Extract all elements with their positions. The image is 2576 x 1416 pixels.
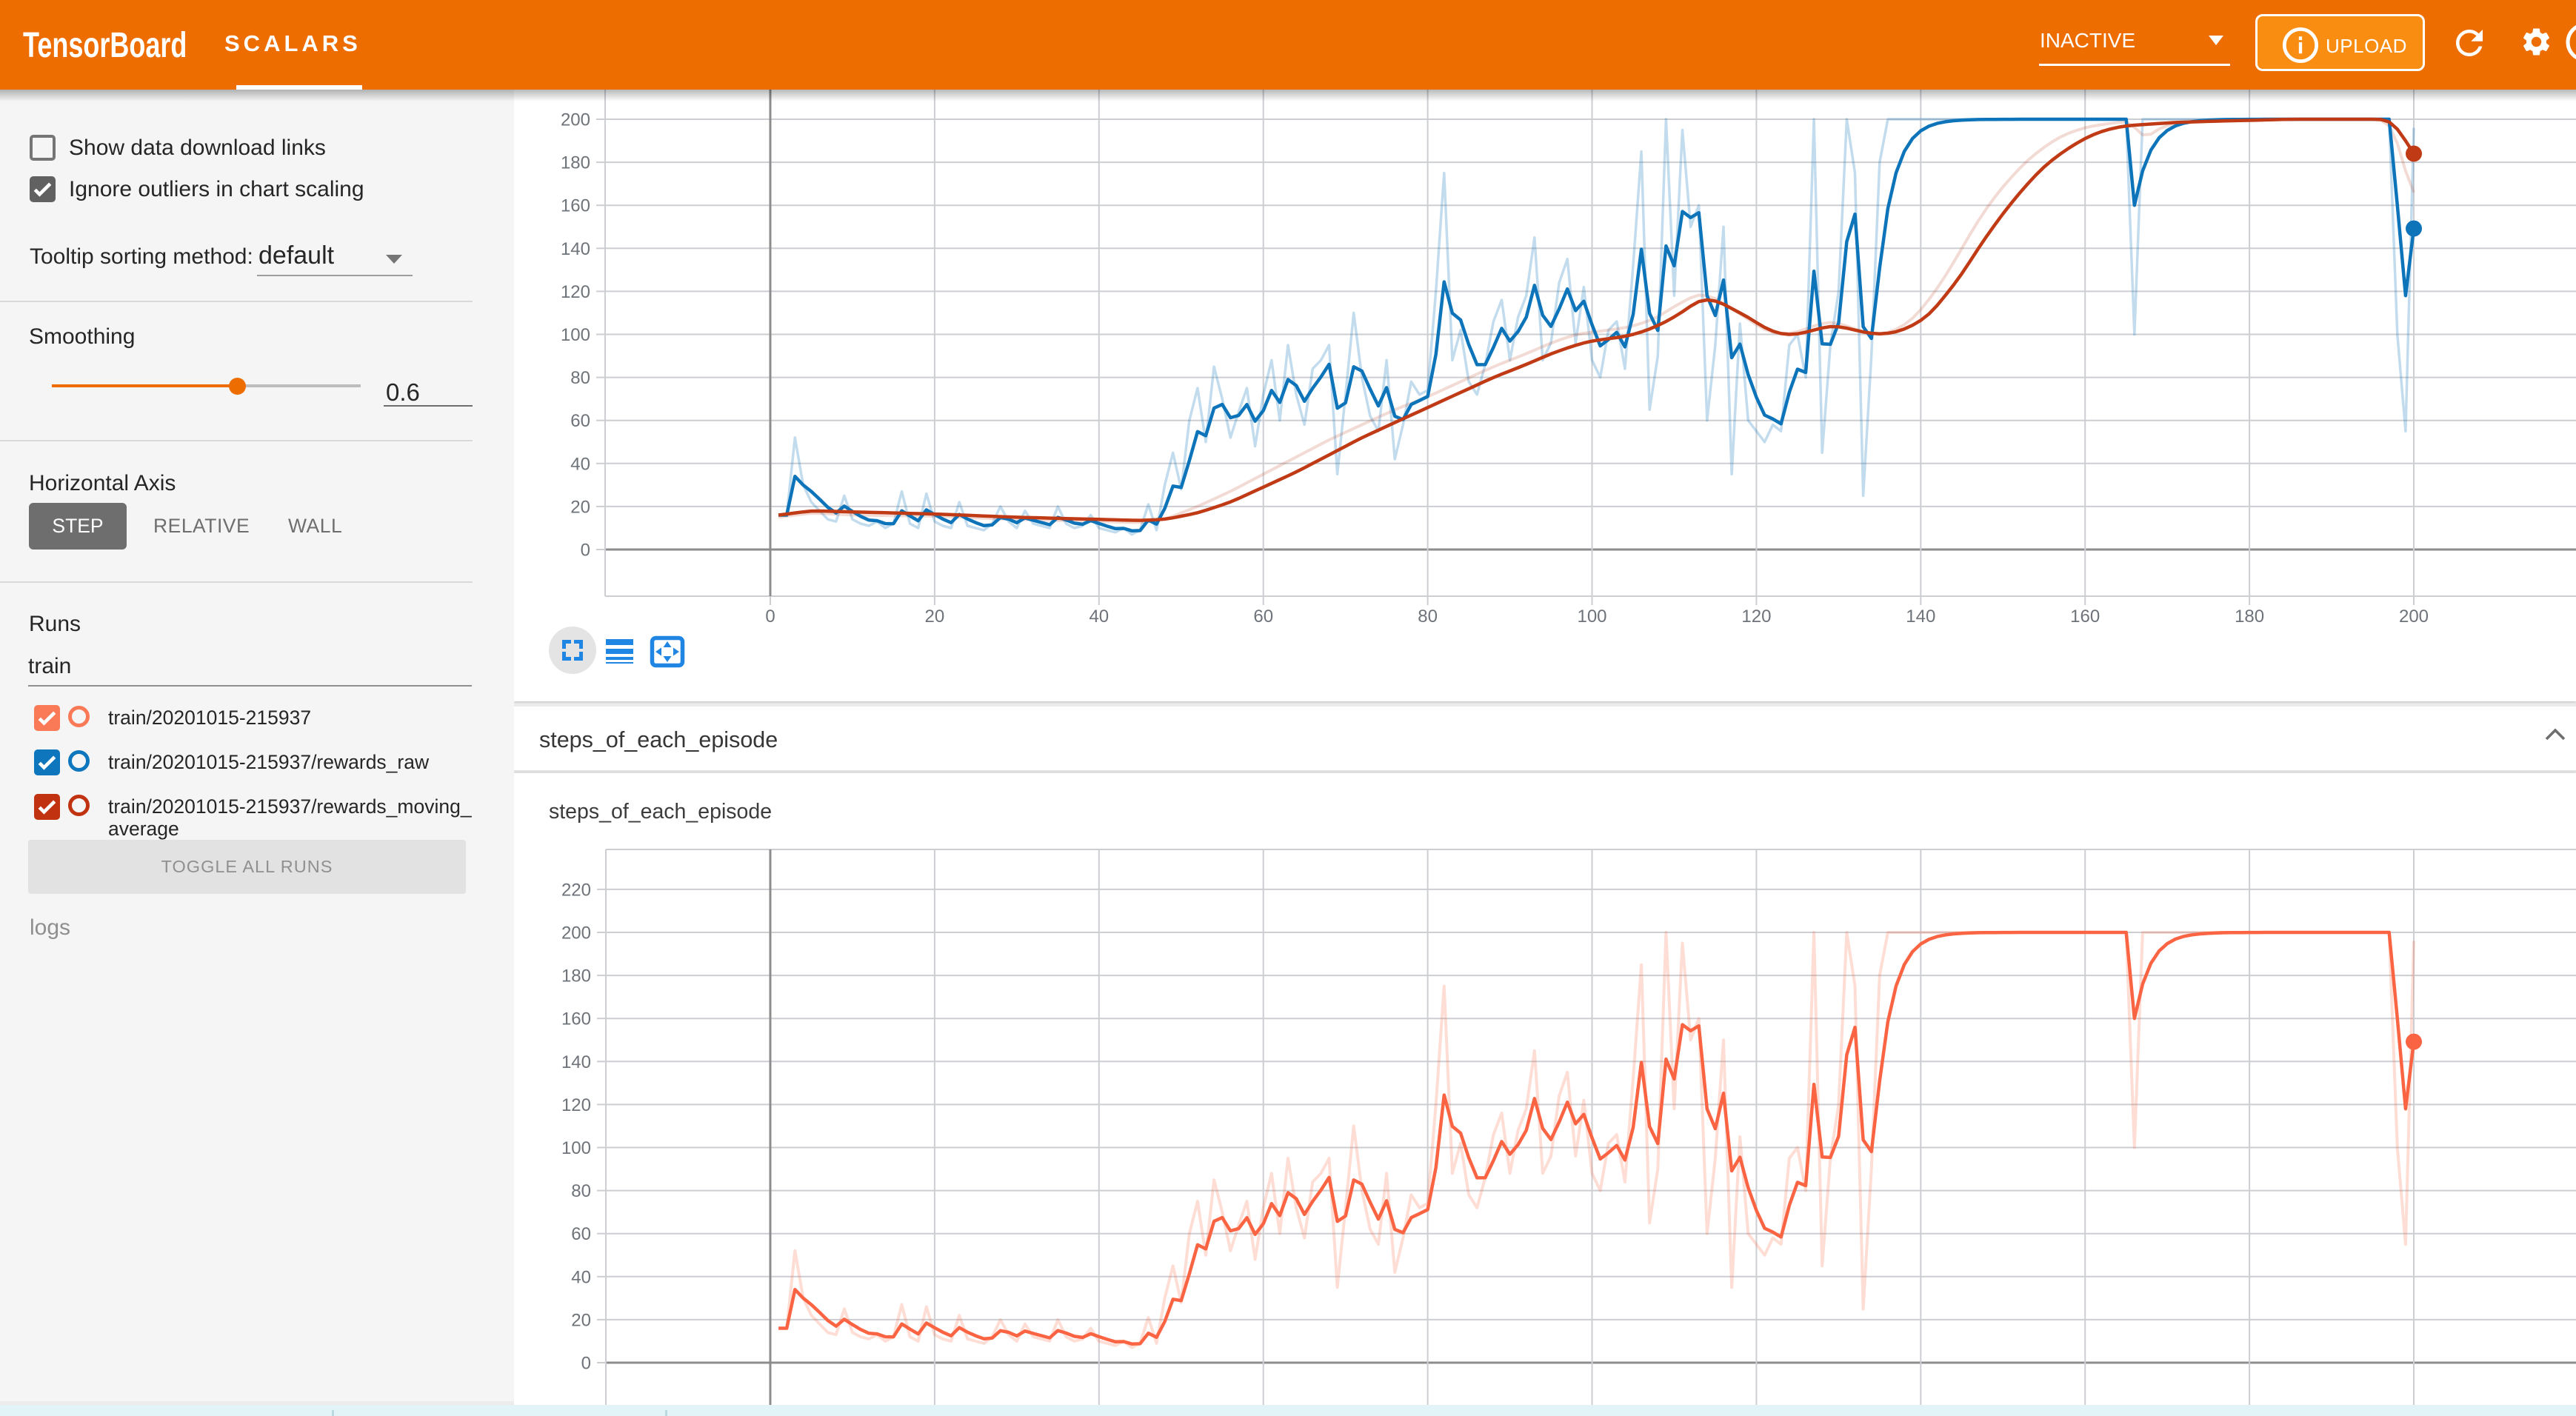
svg-text:160: 160 — [2070, 607, 2100, 627]
svg-text:160: 160 — [561, 1009, 591, 1029]
svg-text:160: 160 — [561, 196, 590, 216]
svg-text:120: 120 — [1741, 607, 1771, 627]
svg-text:steps_of_each_episode: steps_of_each_episode — [549, 800, 772, 824]
svg-text:20: 20 — [570, 497, 590, 517]
svg-text:40: 40 — [571, 1267, 591, 1287]
svg-text:0: 0 — [581, 541, 590, 561]
svg-text:40: 40 — [1089, 607, 1109, 627]
svg-text:0: 0 — [765, 607, 775, 627]
svg-text:100: 100 — [1577, 607, 1606, 627]
svg-text:180: 180 — [2235, 607, 2264, 627]
svg-text:120: 120 — [561, 282, 590, 302]
svg-text:100: 100 — [561, 1138, 591, 1158]
svg-text:80: 80 — [571, 1181, 591, 1201]
svg-text:60: 60 — [1253, 607, 1273, 627]
svg-text:120: 120 — [561, 1095, 591, 1115]
svg-text:180: 180 — [561, 966, 591, 986]
svg-text:200: 200 — [2399, 607, 2429, 627]
svg-text:80: 80 — [570, 368, 590, 388]
svg-text:60: 60 — [570, 411, 590, 431]
svg-text:20: 20 — [571, 1310, 591, 1330]
svg-text:60: 60 — [571, 1224, 591, 1244]
svg-text:140: 140 — [561, 239, 590, 259]
svg-text:80: 80 — [1418, 607, 1438, 627]
svg-text:100: 100 — [561, 325, 590, 345]
svg-text:200: 200 — [561, 924, 591, 944]
svg-text:0: 0 — [581, 1354, 591, 1374]
svg-text:180: 180 — [561, 153, 590, 173]
svg-text:20: 20 — [925, 607, 945, 627]
svg-text:40: 40 — [570, 454, 590, 474]
svg-text:140: 140 — [561, 1052, 591, 1072]
svg-text:200: 200 — [561, 110, 590, 130]
svg-text:220: 220 — [561, 880, 591, 900]
svg-text:140: 140 — [1906, 607, 1935, 627]
